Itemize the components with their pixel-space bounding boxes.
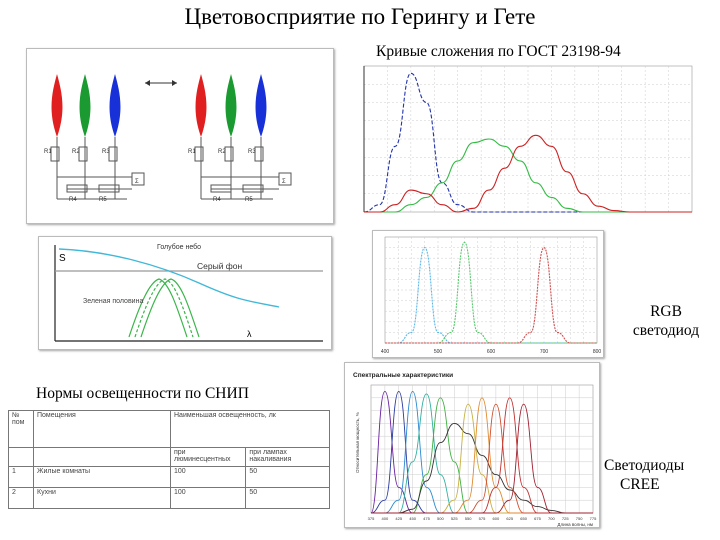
header-number: № пом: [8, 410, 34, 448]
page-title: Цветовосприятие по Герингу и Гете: [184, 4, 536, 29]
x-tick-label: 800: [593, 349, 602, 355]
resistor-labels: R1 R2 R3 R4 R5 Σ R1 R2 R3 R4 R5 Σ: [44, 149, 286, 203]
series-line-6: [370, 422, 593, 514]
left-lamps: [51, 74, 121, 137]
gost-label: Кривые сложения по ГОСТ 23198-94: [376, 43, 621, 60]
rgb-label-line2: светодиод: [632, 322, 700, 339]
label-r3: R3: [102, 149, 110, 155]
label-r4-right: R4: [213, 197, 221, 203]
x-tick-label: 550: [465, 516, 472, 521]
red-lamp-left: [51, 74, 63, 137]
cree-label-line1: Светодиоды: [604, 457, 685, 474]
snip-label: Нормы освещенности по СНИП: [36, 385, 249, 402]
header-illuminance: Наименьшая освещенность, лк: [170, 410, 330, 448]
x-tick-label: 575: [479, 516, 486, 521]
label-r2-right: R2: [218, 149, 226, 155]
table-header-row: № пом Помещения Наименьшая освещенность,…: [8, 410, 330, 448]
cree-chart-svg: Спектральные характеристики 375 400 425 450 4…: [353, 372, 597, 527]
label-r4: R4: [69, 197, 77, 203]
x-tick-label: 475: [423, 516, 430, 521]
x-tick-label: 625: [506, 516, 513, 521]
gost-chart-svg: [363, 65, 693, 213]
x-tick-label: 400: [381, 349, 390, 355]
snip-table: № пом Помещения Наименьшая освещенность,…: [8, 410, 330, 509]
label-r3-right: R3: [248, 149, 256, 155]
subheader-fluorescent: при люминесцентных: [169, 447, 247, 467]
x-tick-label: 400: [382, 516, 389, 521]
green-lamp-left: [79, 74, 91, 137]
blue-sky-label: Голубое небо: [157, 243, 201, 251]
cree-x-label: Длина волны, нм: [557, 522, 593, 527]
table-subheader-row: при люминесцентных при лампах накаливани…: [8, 447, 330, 467]
cree-label-line2: CREE: [620, 476, 660, 493]
cree-y-label: Относительная мощность, %: [355, 412, 360, 473]
x-tick-label: 600: [487, 349, 496, 355]
x-tick-label: 700: [548, 516, 555, 521]
series-line-3: [363, 134, 692, 213]
label-r2: R2: [72, 149, 80, 155]
snip-table-panel: № пом Помещения Наименьшая освещенность,…: [8, 410, 330, 526]
circuit-diagram: R1 R2 R3 R4 R5 Σ R1 R2 R3 R4 R5 Σ: [44, 74, 292, 203]
cree-label: Светодиоды CREE: [604, 456, 684, 494]
x-tick-label: 600: [493, 516, 500, 521]
label-r1-right: R1: [188, 149, 196, 155]
x-tick-label: 500: [437, 516, 444, 521]
green-curves: [128, 278, 200, 338]
gost-chart: [346, 62, 702, 222]
green-lamp-right: [225, 74, 237, 137]
label-sum-left: Σ: [135, 179, 139, 185]
rgb-label: RGB светодиод: [624, 302, 708, 340]
rgb-chart-panel: 400 500 600 700 800: [372, 230, 604, 358]
x-tick-label: 675: [534, 516, 541, 521]
circuit-panel: R1 R2 R3 R4 R5 Σ R1 R2 R3 R4 R5 Σ: [26, 48, 334, 224]
perception-panel: S λ Голубое небо Серый фон Зеленая полов…: [38, 236, 332, 350]
x-tick-label: 450: [409, 516, 416, 521]
x-tick-label: 775: [590, 516, 597, 521]
table-row: 1 Жилые комнаты 100 50: [8, 466, 330, 488]
label-r1: R1: [44, 149, 52, 155]
label-r5: R5: [99, 197, 107, 203]
x-tick-label: 725: [562, 516, 569, 521]
x-tick-label: 750: [576, 516, 583, 521]
cree-chart-panel: Спектральные характеристики 375 400 425 450 4…: [344, 362, 600, 528]
x-tick-label: 650: [520, 516, 527, 521]
rgb-chart-svg: 400 500 600 700 800: [381, 236, 602, 355]
x-tick-label: 525: [451, 516, 458, 521]
label-r5-right: R5: [245, 197, 253, 203]
right-wiring: [194, 137, 292, 200]
label-sum-right: Σ: [282, 179, 286, 185]
x-tick-label: 700: [540, 349, 549, 355]
gray-bg-label: Серый фон: [197, 261, 243, 271]
series-line-11: [370, 403, 593, 514]
x-tick-label: 425: [395, 516, 402, 521]
cree-chart-title: Спектральные характеристики: [353, 372, 453, 379]
x-tick-label: 500: [434, 349, 443, 355]
table-row: 2 Кухни 100 50: [8, 487, 330, 509]
series-line-3: [385, 247, 597, 344]
blue-sky-curve: [58, 248, 280, 308]
right-lamps: [195, 74, 267, 137]
lambda-axis-label: λ: [247, 329, 252, 339]
left-wiring: [50, 137, 145, 200]
s-axis-label: S: [59, 253, 66, 264]
rgb-label-line1: RGB: [650, 303, 682, 320]
blue-lamp-left: [109, 74, 121, 137]
red-lamp-right: [195, 74, 207, 137]
subheader-incandescent: при лампах накаливания: [245, 447, 330, 467]
green-leaves-label: Зеленая половина: [83, 298, 143, 305]
x-tick-label: 375: [368, 516, 375, 521]
perception-diagram: S λ Голубое небо Серый фон Зеленая полов…: [54, 243, 323, 342]
blue-lamp-right: [255, 74, 267, 137]
header-rooms: Помещения: [33, 410, 171, 448]
